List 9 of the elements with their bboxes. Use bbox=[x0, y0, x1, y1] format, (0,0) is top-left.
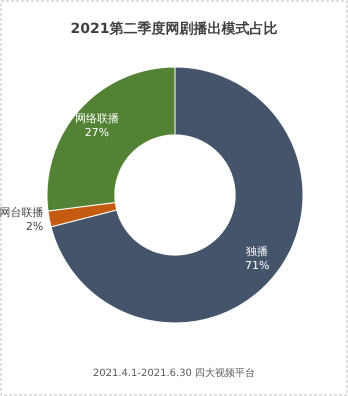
data-label: 2% bbox=[26, 220, 44, 234]
chart-title: 2021第二季度网剧播出模式占比 bbox=[70, 20, 278, 37]
donut-slice bbox=[50, 66, 304, 324]
data-label: 27% bbox=[84, 126, 110, 140]
slice-label: 网络联播 bbox=[74, 112, 119, 126]
slice-label: 独播 bbox=[246, 244, 268, 258]
slice-label: 网台联播 bbox=[0, 206, 44, 220]
text: 2021.4.1-2021.6.30 四大视频平台 bbox=[92, 367, 256, 379]
data-label: 71% bbox=[245, 258, 270, 272]
